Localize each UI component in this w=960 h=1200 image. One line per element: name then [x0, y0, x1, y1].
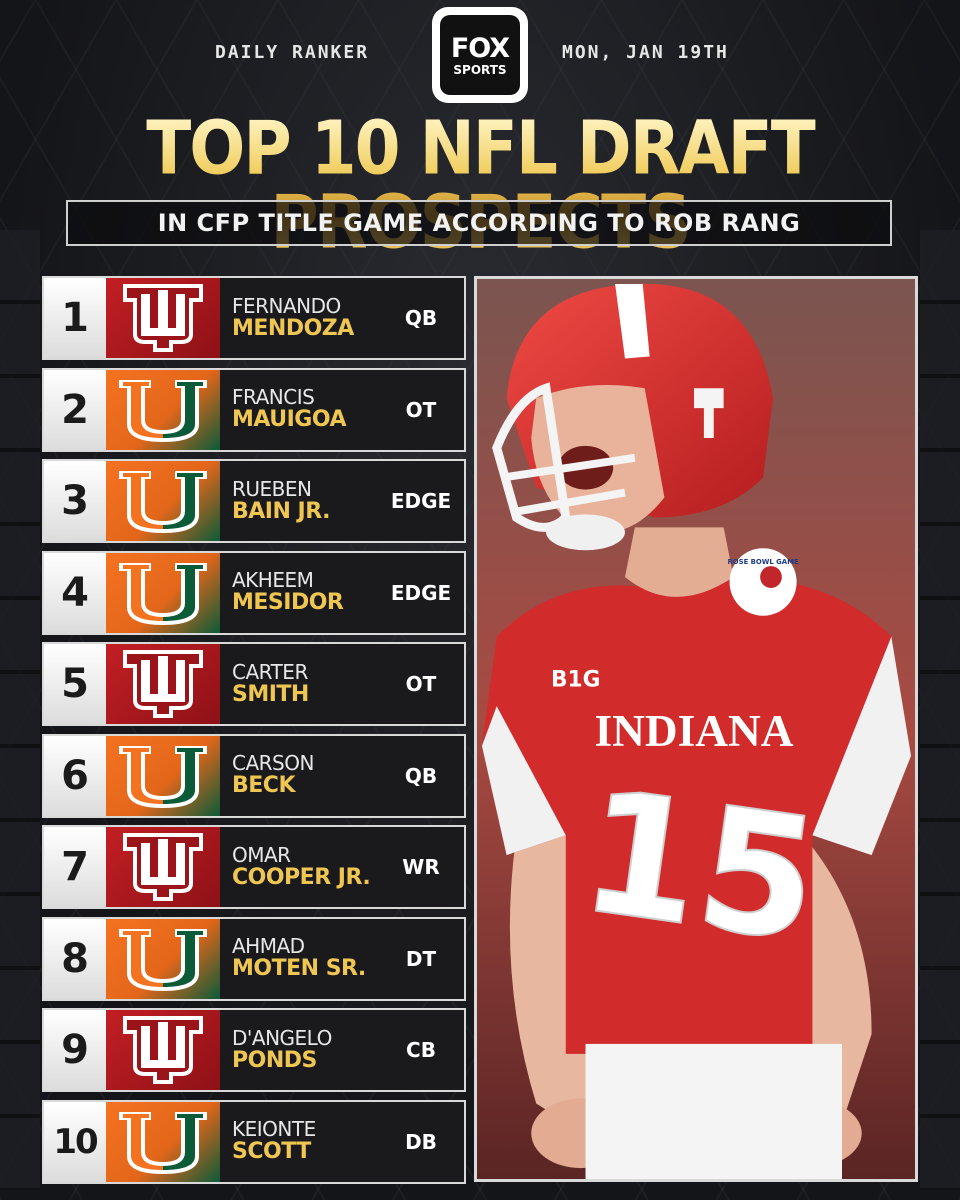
player-name: FRANCIS MAUIGOA — [220, 370, 378, 450]
player-last-name: COOPER JR. — [232, 864, 371, 890]
player-position: OT — [405, 672, 437, 696]
player-first-name: CARTER — [232, 659, 308, 684]
miami-logo-icon — [119, 471, 207, 533]
prospect-row: 4 AKHEEM MESIDOR EDGE — [42, 550, 466, 635]
jersey-name: INDIANA — [594, 705, 793, 756]
player-position: EDGE — [390, 580, 452, 605]
prospect-row: 3 RUEBEN BAIN JR. EDGE — [42, 459, 466, 543]
player-first-name: AHMAD — [232, 934, 305, 959]
miami-logo-icon — [119, 745, 207, 808]
page-subtitle: IN CFP TITLE GAME ACCORDING TO ROB RANG — [157, 209, 801, 237]
subtitle-box: IN CFP TITLE GAME ACCORDING TO ROB RANG — [66, 200, 892, 246]
player-first-name: KEIONTE — [232, 1117, 316, 1142]
player-position: QB — [404, 763, 438, 788]
player-first-name: FERNANDO — [232, 293, 341, 318]
rank-number: 2 — [44, 369, 106, 450]
indiana-logo-icon — [123, 284, 203, 352]
rank-number: 7 — [44, 827, 106, 907]
player-last-name: PONDS — [232, 1047, 317, 1073]
player-position: EDGE — [390, 489, 452, 513]
miami-logo-icon — [119, 1111, 207, 1174]
player-name: AHMAD MOTEN SR. — [220, 919, 378, 999]
team-logo — [106, 1101, 220, 1182]
player-name: KEIONTE SCOTT — [220, 1102, 378, 1182]
rose-bowl-text: ROSE BOWL GAME — [727, 558, 798, 566]
rank-number: 8 — [44, 918, 106, 999]
team-logo — [106, 1010, 220, 1090]
player-position: OT — [405, 397, 437, 422]
player-position: CB — [406, 1038, 436, 1062]
b1g-patch: B1G — [551, 667, 600, 692]
player-name: AKHEEM MESIDOR — [220, 553, 378, 633]
player-first-name: RUEBEN — [232, 476, 312, 501]
miami-logo-icon — [119, 562, 207, 625]
player-first-name: D'ANGELO — [232, 1025, 332, 1050]
rank-number: 1 — [44, 278, 106, 358]
prospect-row: 8 AHMAD MOTEN SR. DT — [42, 916, 466, 1001]
team-logo — [106, 918, 220, 999]
team-logo — [106, 369, 220, 450]
miami-logo-icon — [119, 928, 207, 991]
player-name: D'ANGELO PONDS — [220, 1010, 378, 1090]
player-position: WR — [402, 855, 440, 879]
header-date: MON, JAN 19TH — [562, 42, 729, 63]
header: DAILY RANKER FOX SPORTS MON, JAN 19TH — [0, 0, 960, 110]
player-illustration: INDIANA 15 B1G ROSE BOWL GAME — [477, 279, 915, 1179]
player-name: CARSON BECK — [220, 736, 378, 816]
player-first-name: AKHEEM — [232, 568, 314, 593]
rank-number: 4 — [44, 552, 106, 633]
indiana-logo-icon — [123, 833, 203, 901]
prospect-list: 1 FERNANDO MENDOZA QB 2 FRANCIS MAUIGOA OT 3 RUEB… — [42, 276, 466, 1191]
rank-number: 6 — [44, 735, 106, 816]
player-first-name: OMAR — [232, 842, 291, 867]
player-last-name: SMITH — [232, 681, 309, 707]
prospect-row: 1 FERNANDO MENDOZA QB — [42, 276, 466, 360]
player-position: DT — [405, 946, 437, 971]
prospect-row: 5 CARTER SMITH OT — [42, 642, 466, 726]
player-first-name: FRANCIS — [232, 385, 315, 410]
player-position: DB — [405, 1129, 437, 1154]
hex-pattern-right — [920, 230, 960, 1190]
rank-number: 9 — [44, 1010, 106, 1090]
team-logo — [106, 735, 220, 816]
player-last-name: BECK — [232, 773, 296, 799]
player-last-name: SCOTT — [232, 1139, 311, 1165]
team-logo — [106, 278, 220, 358]
page-title: TOP 10 NFL DRAFT PROSPECTS — [0, 111, 960, 260]
logo-text-sports: SPORTS — [453, 62, 507, 77]
player-position: QB — [404, 306, 438, 330]
player-last-name: BAIN JR. — [232, 498, 330, 524]
player-last-name: MAUIGOA — [232, 407, 347, 433]
player-last-name: MENDOZA — [232, 315, 354, 341]
prospect-row: 2 FRANCIS MAUIGOA OT — [42, 367, 466, 452]
team-logo — [106, 552, 220, 633]
hex-pattern-left — [0, 230, 40, 1190]
prospect-row: 6 CARSON BECK QB — [42, 733, 466, 818]
rank-number: 3 — [44, 461, 106, 541]
player-last-name: MESIDOR — [232, 590, 344, 616]
team-logo — [106, 644, 220, 724]
player-name: FERNANDO MENDOZA — [220, 278, 378, 358]
jersey-number: 15 — [571, 753, 829, 980]
team-logo — [106, 461, 220, 541]
miami-logo-icon — [119, 379, 207, 442]
player-name: OMAR COOPER JR. — [220, 827, 378, 907]
prospect-row: 9 D'ANGELO PONDS CB — [42, 1008, 466, 1092]
indiana-logo-icon — [123, 650, 203, 718]
player-last-name: MOTEN SR. — [232, 956, 366, 982]
logo-text-fox: FOX — [450, 32, 510, 64]
rank-number: 10 — [44, 1101, 106, 1182]
rank-number: 5 — [44, 644, 106, 724]
fox-sports-logo: FOX SPORTS — [432, 7, 528, 103]
prospect-row: 10 KEIONTE SCOTT DB — [42, 1099, 466, 1184]
player-name: RUEBEN BAIN JR. — [220, 461, 378, 541]
player-photo: INDIANA 15 B1G ROSE BOWL GAME — [474, 276, 918, 1182]
indiana-logo-icon — [123, 1016, 203, 1084]
team-logo — [106, 827, 220, 907]
player-first-name: CARSON — [232, 751, 314, 776]
header-label-left: DAILY RANKER — [215, 42, 370, 63]
player-name: CARTER SMITH — [220, 644, 378, 724]
prospect-row: 7 OMAR COOPER JR. WR — [42, 825, 466, 909]
